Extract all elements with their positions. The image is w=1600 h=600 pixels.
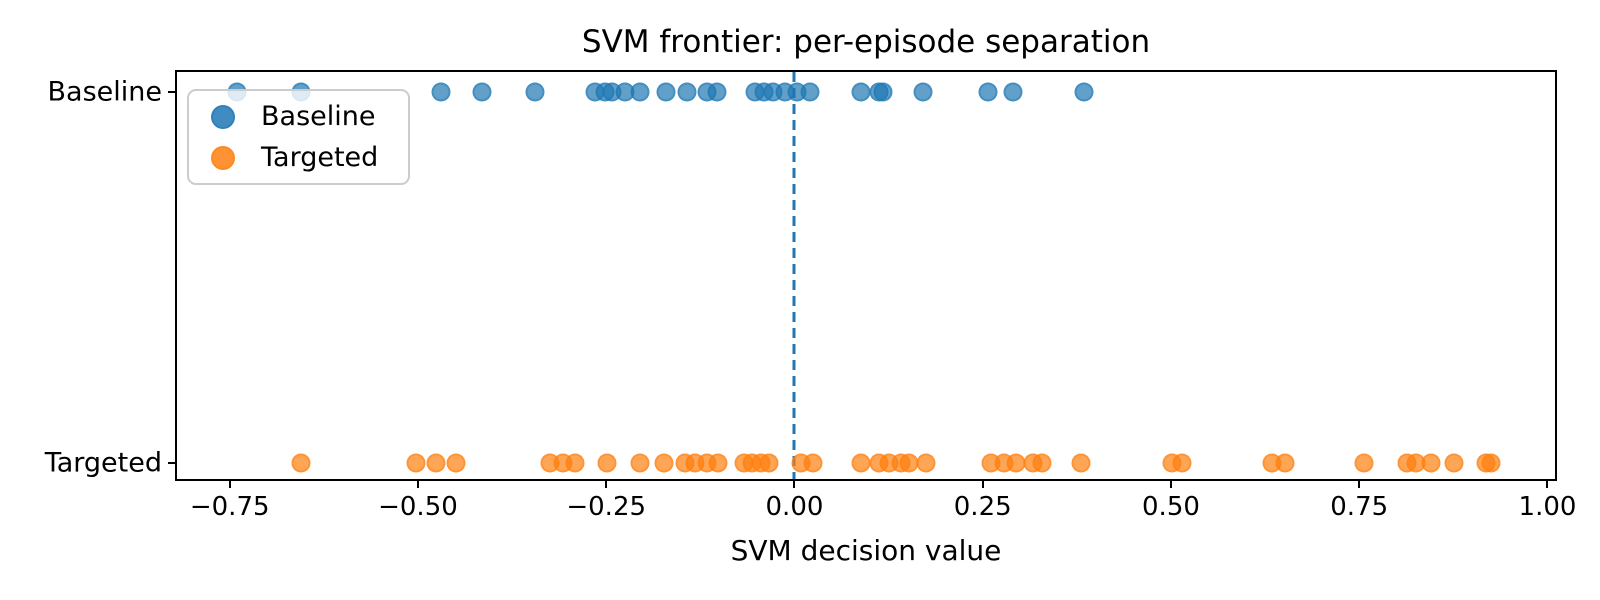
data-point-targeted xyxy=(708,453,728,473)
data-point-targeted xyxy=(759,453,779,473)
data-point-targeted xyxy=(426,453,446,473)
data-point-baseline xyxy=(873,82,893,102)
y-tick-label-baseline: Baseline xyxy=(47,76,162,108)
data-point-targeted xyxy=(1006,453,1026,473)
data-point-baseline xyxy=(630,82,650,102)
data-point-targeted xyxy=(1354,453,1374,473)
data-point-baseline xyxy=(800,82,820,102)
data-point-baseline xyxy=(677,82,697,102)
data-point-baseline xyxy=(851,82,871,102)
data-point-targeted xyxy=(1421,453,1441,473)
data-point-targeted xyxy=(1071,453,1091,473)
data-point-targeted xyxy=(1481,453,1501,473)
x-axis-label: SVM decision value xyxy=(730,534,1002,567)
data-point-targeted xyxy=(1275,453,1295,473)
y-tick-label-targeted: Targeted xyxy=(44,447,162,479)
data-point-targeted xyxy=(851,453,871,473)
data-point-baseline xyxy=(656,82,676,102)
chart-title: SVM frontier: per-episode separation xyxy=(581,24,1151,60)
data-point-baseline xyxy=(1003,82,1023,102)
x-tick-label: 1.00 xyxy=(1518,492,1577,522)
x-tick xyxy=(416,479,419,488)
x-tick-label: 0.50 xyxy=(1142,492,1200,522)
data-point-targeted xyxy=(565,453,585,473)
data-point-targeted xyxy=(1444,453,1464,473)
points-layer xyxy=(177,72,1555,479)
data-point-targeted xyxy=(291,453,311,473)
data-point-baseline xyxy=(913,82,933,102)
data-point-targeted xyxy=(916,453,936,473)
y-tick xyxy=(168,90,177,93)
data-point-targeted xyxy=(597,453,617,473)
legend-label-targeted: Targeted xyxy=(261,142,379,173)
x-tick-label: −0.25 xyxy=(566,492,647,522)
data-point-baseline xyxy=(978,82,998,102)
legend: Baseline Targeted xyxy=(187,89,410,185)
frontier-dashed-line xyxy=(792,72,796,479)
legend-marker-baseline-icon xyxy=(211,104,235,129)
x-tick xyxy=(1358,479,1361,488)
x-tick-label: −0.75 xyxy=(189,492,270,522)
legend-label-baseline: Baseline xyxy=(261,101,376,132)
axes: Baseline Targeted −0.75 −0.50 −0.25 0.00 0.2… xyxy=(45,70,1576,522)
data-point-targeted xyxy=(406,453,426,473)
x-tick xyxy=(1169,479,1172,488)
data-point-targeted xyxy=(446,453,466,473)
data-point-targeted xyxy=(630,453,650,473)
x-tick xyxy=(228,479,231,488)
data-point-targeted xyxy=(1172,453,1192,473)
data-point-baseline xyxy=(472,82,492,102)
data-point-targeted xyxy=(1032,453,1052,473)
data-point-baseline xyxy=(707,82,727,102)
data-point-targeted xyxy=(654,453,674,473)
legend-entry-targeted: Targeted xyxy=(211,142,394,173)
data-point-baseline xyxy=(1074,82,1094,102)
y-tick xyxy=(168,462,177,465)
data-point-targeted xyxy=(899,453,919,473)
x-tick xyxy=(1546,479,1549,488)
data-point-baseline xyxy=(525,82,545,102)
x-tick xyxy=(981,479,984,488)
x-tick xyxy=(793,479,796,488)
legend-marker-targeted-icon xyxy=(211,145,235,170)
x-tick xyxy=(605,479,608,488)
legend-entry-baseline: Baseline xyxy=(211,101,394,132)
x-tick-label: 0.75 xyxy=(1330,492,1389,522)
data-point-targeted xyxy=(803,453,823,473)
data-point-baseline xyxy=(431,82,451,102)
x-tick-label: 0.00 xyxy=(765,492,824,522)
x-tick-label: −0.50 xyxy=(378,492,458,522)
x-tick-label: 0.25 xyxy=(953,492,1012,522)
